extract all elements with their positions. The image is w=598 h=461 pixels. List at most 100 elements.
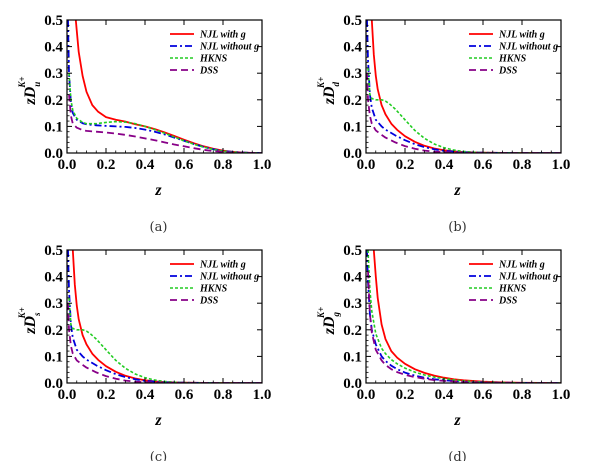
x-tick-label: 0.6 <box>175 387 194 403</box>
y-label-sub: s <box>32 312 42 317</box>
chart-b: 0.0 0.2 0.4 0.6 0.8 1.0 0.0 0.1 0.2 0.3 0.4 0.5 z zDd… <box>316 13 571 235</box>
x-tick-label: 0.4 <box>136 157 155 173</box>
chart-c: 0.0 0.2 0.4 0.6 0.8 1.0 0.0 0.1 0.2 0.3 0.4 0.5 z zDs… <box>17 243 272 461</box>
legend-label-njl-without-g: NJL without g <box>498 42 558 53</box>
x-tick-label: 0.2 <box>97 387 116 403</box>
y-tick-label: 0.1 <box>343 119 362 135</box>
x-axis-label: z <box>154 412 162 429</box>
y-label-sub: u <box>32 82 42 87</box>
x-tick-label: 0.2 <box>396 157 415 173</box>
legend-label-dss: DSS <box>199 296 219 307</box>
y-tick-label: 0.2 <box>343 323 362 339</box>
y-axis-label: zDd K+ <box>316 77 341 105</box>
y-tick-label: 0.0 <box>44 376 63 392</box>
y-label-sup: K+ <box>17 77 27 89</box>
series-line-dss <box>367 271 561 383</box>
legend-label-njl-with-g: NJL with g <box>498 260 545 271</box>
legend-label-hkns: HKNS <box>199 54 228 65</box>
y-tick-label: 0.5 <box>343 13 362 29</box>
x-tick-label: 0.0 <box>357 387 376 403</box>
legend-label-njl-with-g: NJL with g <box>199 30 246 41</box>
panel-caption: (a) <box>150 220 168 235</box>
x-tick-label: 0.6 <box>474 157 493 173</box>
legend-label-dss: DSS <box>498 66 518 77</box>
x-tick-label: 0.0 <box>58 387 77 403</box>
y-tick-label: 0.1 <box>44 349 63 365</box>
y-tick-label: 0.0 <box>44 146 63 162</box>
series-line-dss <box>67 303 262 383</box>
legend-label-dss: DSS <box>199 66 219 77</box>
y-axis-label: zDu K+ <box>17 77 42 106</box>
panel-a: 0.0 0.2 0.4 0.6 0.8 1.0 0.0 0.1 0.2 0.3 0.4 0.5 z zDu… <box>0 0 299 235</box>
y-tick-label: 0.3 <box>343 66 362 82</box>
y-tick-label: 0.3 <box>44 66 63 82</box>
x-tick-label: 1.0 <box>253 387 272 403</box>
x-tick-label: 0.4 <box>435 157 454 173</box>
x-tick-label: 0.6 <box>175 157 194 173</box>
x-tick-label: 0.0 <box>58 157 77 173</box>
x-tick-label: 1.0 <box>253 157 272 173</box>
series-line-hkns <box>367 67 561 153</box>
y-tick-label: 0.1 <box>44 119 63 135</box>
chart-a: 0.0 0.2 0.4 0.6 0.8 1.0 0.0 0.1 0.2 0.3 0.4 0.5 z zDu… <box>17 13 272 235</box>
x-tick-label: 0.8 <box>214 387 233 403</box>
y-label-sup: K+ <box>316 307 326 319</box>
y-tick-label: 0.0 <box>343 376 362 392</box>
y-label-base: zD <box>321 316 338 335</box>
legend-label-njl-without-g: NJL without g <box>498 272 558 283</box>
legend-label-njl-without-g: NJL without g <box>199 272 259 283</box>
y-tick-label: 0.4 <box>343 270 362 286</box>
panel-caption: (c) <box>150 450 167 461</box>
y-axis-label: zDg K+ <box>316 307 341 335</box>
x-tick-label: 0.8 <box>513 387 532 403</box>
y-label-sub: g <box>331 311 341 317</box>
x-tick-label: 0.2 <box>97 157 116 173</box>
y-tick-label: 0.5 <box>343 243 362 259</box>
panel-caption: (b) <box>448 220 466 235</box>
panel-b: 0.0 0.2 0.4 0.6 0.8 1.0 0.0 0.1 0.2 0.3 0.4 0.5 z zDd… <box>299 0 598 235</box>
y-tick-label: 0.2 <box>44 93 63 109</box>
legend-label-hkns: HKNS <box>498 54 527 65</box>
legend-label-njl-without-g: NJL without g <box>199 42 259 53</box>
y-label-base: zD <box>22 315 39 334</box>
panel-c: 0.0 0.2 0.4 0.6 0.8 1.0 0.0 0.1 0.2 0.3 0.4 0.5 z zDs… <box>0 230 299 461</box>
x-tick-label: 0.4 <box>136 387 155 403</box>
legend-label-dss: DSS <box>498 296 518 307</box>
x-axis-label: z <box>453 182 461 199</box>
series-line-hkns <box>68 73 262 153</box>
x-tick-label: 0.8 <box>214 157 233 173</box>
series-line-dss <box>366 73 561 153</box>
x-tick-label: 0.8 <box>513 157 532 173</box>
x-tick-label: 0.6 <box>474 387 493 403</box>
x-tick-label: 0.4 <box>435 387 454 403</box>
y-tick-label: 0.3 <box>343 296 362 312</box>
panel-caption: (d) <box>448 450 466 461</box>
y-tick-label: 0.2 <box>343 93 362 109</box>
x-tick-label: 1.0 <box>552 387 571 403</box>
y-tick-label: 0.2 <box>44 323 63 339</box>
y-label-sub: d <box>331 81 341 86</box>
y-axis-label: zDs K+ <box>17 307 42 334</box>
y-tick-label: 0.4 <box>343 40 362 56</box>
y-label-sup: K+ <box>17 307 27 319</box>
y-tick-label: 0.1 <box>343 349 362 365</box>
y-label-sup: K+ <box>316 77 326 89</box>
y-label-base: zD <box>321 86 338 105</box>
x-axis-label: z <box>453 412 461 429</box>
y-tick-label: 0.0 <box>343 146 362 162</box>
x-tick-label: 1.0 <box>552 157 571 173</box>
y-tick-label: 0.5 <box>44 243 63 259</box>
y-tick-label: 0.3 <box>44 296 63 312</box>
panel-d: 0.0 0.2 0.4 0.6 0.8 1.0 0.0 0.1 0.2 0.3 0.4 0.5 z zDg… <box>299 230 598 461</box>
y-tick-label: 0.4 <box>44 40 63 56</box>
x-tick-label: 0.2 <box>396 387 415 403</box>
chart-d: 0.0 0.2 0.4 0.6 0.8 1.0 0.0 0.1 0.2 0.3 0.4 0.5 z zDg… <box>316 243 571 461</box>
x-tick-label: 0.0 <box>357 157 376 173</box>
y-tick-label: 0.5 <box>44 13 63 29</box>
series-line-dss <box>68 94 262 153</box>
legend-label-hkns: HKNS <box>498 284 527 295</box>
series-line-hkns <box>68 297 262 383</box>
y-tick-label: 0.4 <box>44 270 63 286</box>
y-label-base: zD <box>22 86 39 105</box>
legend-label-njl-with-g: NJL with g <box>199 260 246 271</box>
